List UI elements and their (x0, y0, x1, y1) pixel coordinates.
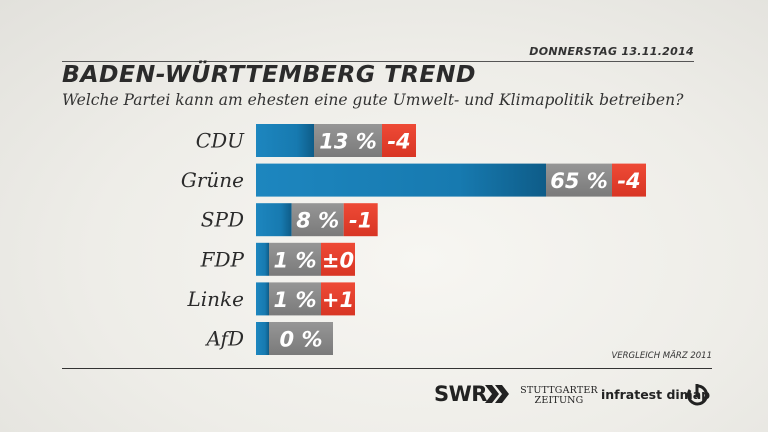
change-box-linke (321, 282, 355, 316)
change-box-spd (343, 203, 378, 237)
change-label-spd: -1 (349, 209, 372, 233)
value-box-cdu (314, 124, 382, 157)
date: DONNERSTAG 13.11.2014 (529, 45, 694, 58)
change-box-gr-ne (612, 163, 646, 197)
category-label-fdp: FDP (200, 247, 245, 271)
stuttgarter-zeitung-logo: STUTTGARTER ZEITUNG (520, 386, 598, 406)
value-label-gr-ne: 65 % (550, 169, 608, 193)
top-rule (62, 61, 694, 62)
bar-gr-ne (256, 163, 546, 197)
value-box-afd (269, 322, 333, 355)
value-label-fdp: 1 % (274, 248, 317, 272)
value-label-afd: 0 % (280, 328, 323, 352)
stuttgarter-line1: STUTTGARTER (520, 385, 598, 396)
bottom-rule (62, 368, 712, 369)
infratest-dimap-logo: infratest dimap (601, 387, 711, 402)
category-label-linke: Linke (186, 287, 244, 311)
comparison-note: VERGLEICH MÄRZ 2011 (611, 351, 712, 361)
change-box-fdp (321, 242, 355, 276)
value-label-spd: 8 % (296, 209, 339, 233)
change-label-gr-ne: -4 (617, 169, 640, 193)
infratest-logo-icon (687, 384, 708, 406)
change-label-cdu: -4 (387, 130, 410, 154)
bar-linke (256, 282, 269, 316)
value-label-cdu: 13 % (319, 130, 377, 154)
value-box-linke (269, 282, 321, 316)
category-label-afd: AfD (204, 327, 244, 351)
stuttgarter-line2: ZEITUNG (534, 395, 584, 406)
swr-logo: SWR (434, 382, 487, 406)
value-box-gr-ne (546, 163, 612, 197)
double-chevron-right-icon (485, 385, 509, 403)
value-box-fdp (269, 242, 321, 276)
category-label-gr-ne: Grüne (181, 168, 244, 192)
bar-afd (256, 322, 269, 355)
change-label-linke: +1 (322, 288, 354, 312)
change-box-cdu (382, 124, 416, 157)
chart-title: BADEN-WÜRTTEMBERG TREND (62, 62, 477, 88)
bar-cdu (256, 124, 314, 157)
bar-fdp (256, 242, 269, 276)
footer: SWR STUTTGARTER ZEITUNG infratest dimap (0, 380, 768, 410)
change-label-fdp: ±0 (322, 248, 354, 272)
category-label-spd: SPD (201, 208, 244, 232)
value-box-spd (291, 203, 344, 237)
chart-subtitle: Welche Partei kann am ehesten eine gute … (62, 91, 684, 109)
bar-spd (256, 203, 292, 237)
category-label-cdu: CDU (196, 129, 245, 153)
value-label-linke: 1 % (274, 288, 317, 312)
